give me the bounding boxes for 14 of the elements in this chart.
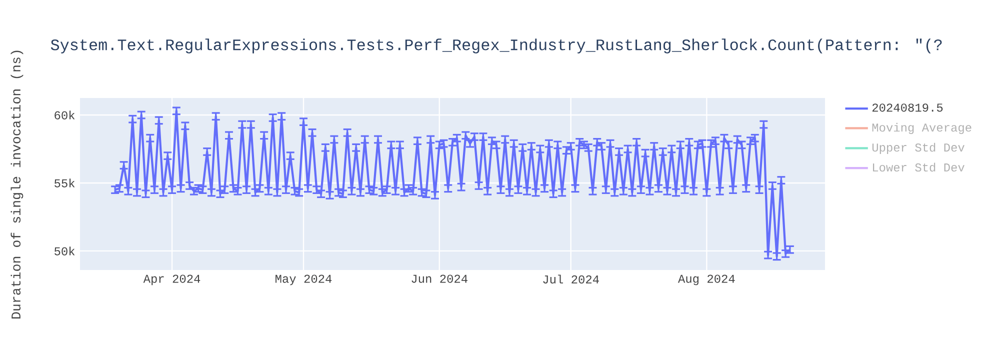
y-axis-title: Duration of single invocation (ns) bbox=[10, 50, 24, 318]
x-tick-label: Jul 2024 bbox=[543, 274, 599, 284]
legend-label: Moving Average bbox=[872, 122, 972, 134]
x-tick-label: Jun 2024 bbox=[412, 274, 468, 283]
legend-label: Lower Std Dev bbox=[873, 162, 964, 172]
legend-label: 20240819.5 bbox=[872, 104, 943, 112]
x-tick-label: Apr 2024 bbox=[143, 274, 200, 286]
y-tick-label: 55k bbox=[54, 178, 75, 188]
legend-label: Upper Std Dev bbox=[872, 142, 964, 154]
chart-title: System.Text.RegularExpressions.Tests.Perf_Regex_Industry_RustLang_Sherlock.Count(Pattern: "(? bbox=[50, 38, 942, 54]
x-tick-label: May 2024 bbox=[276, 274, 332, 286]
x-tick-label: Aug 2024 bbox=[678, 274, 735, 286]
y-tick-label: 50k bbox=[54, 246, 75, 256]
y-tick-label: 60k bbox=[54, 110, 75, 120]
